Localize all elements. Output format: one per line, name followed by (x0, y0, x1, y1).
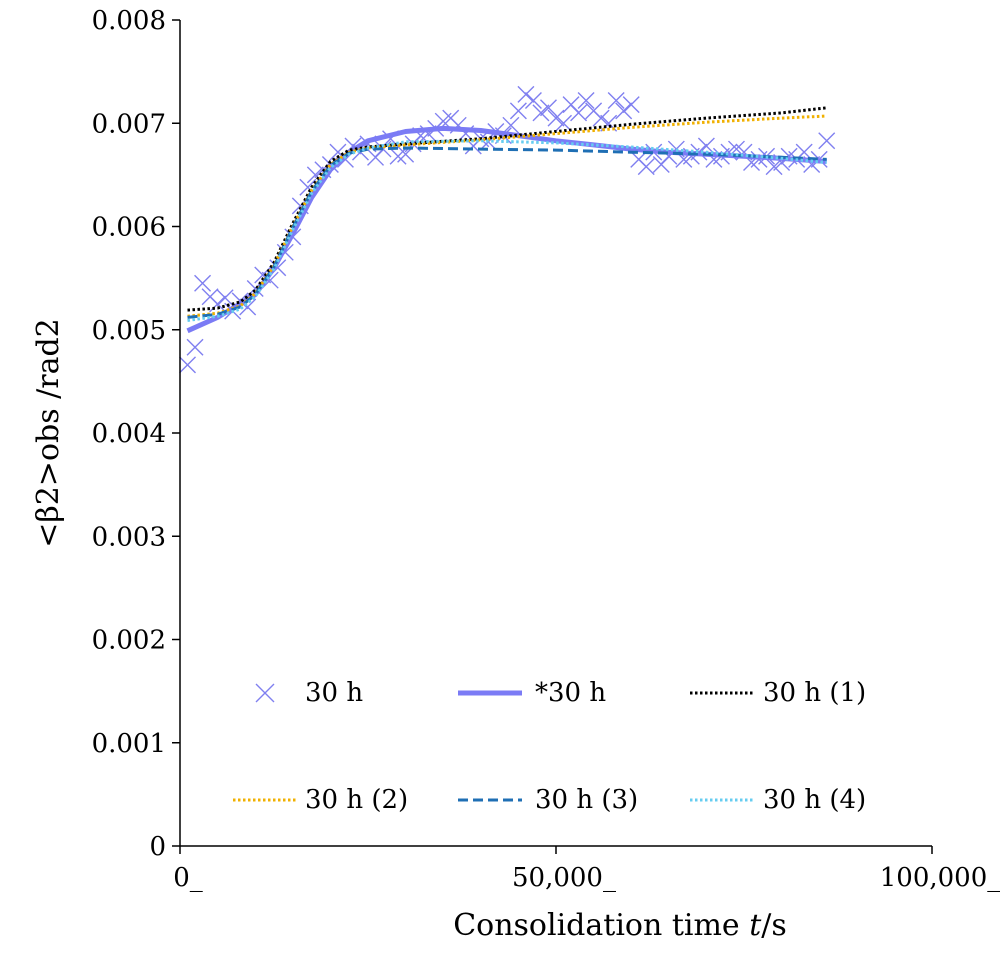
data-point (570, 104, 588, 122)
y-tick-label: 0.007 (92, 109, 166, 139)
data-point (389, 147, 407, 165)
axes (179, 20, 932, 847)
data-point (509, 102, 527, 120)
legend-entry: 30 h (3) (458, 785, 638, 815)
y-tick-label: 0.004 (92, 419, 166, 449)
legend-entry: 30 h (255, 678, 363, 708)
legend: 30 h *30 h 30 h (1) 30 h (2) 30 h (3) 30 h (4… (233, 678, 866, 815)
data-point (186, 338, 204, 356)
legend-label: 30 h (3) (535, 785, 638, 815)
y-tick-label: 0.008 (92, 6, 166, 36)
data-point (547, 109, 565, 127)
x-tick-label: 50,000_ (512, 863, 616, 893)
data-point (607, 92, 625, 110)
data-point (502, 116, 520, 134)
tick-labels: 0 0.001 0.002 0.003 0.004 0.005 0.006 0.007 0.00… (92, 6, 1000, 893)
data-point (532, 104, 550, 122)
legend-entry: 30 h (4) (690, 785, 866, 815)
y-tick-label: 0 (149, 832, 166, 862)
data-point (179, 356, 197, 374)
x-axis-title: Consolidation time t/s (453, 908, 787, 943)
data-point (209, 295, 227, 313)
data-point (637, 158, 655, 176)
legend-label: 30 h (2) (305, 785, 408, 815)
y-tick-label: 0.006 (92, 213, 166, 243)
plot-area (179, 85, 836, 374)
legend-label: 30 h (305, 678, 363, 708)
y-tick-label: 0.002 (92, 626, 166, 656)
data-point (216, 289, 234, 307)
x-axis-title-variable: t (749, 908, 762, 943)
legend-label: 30 h (1) (763, 678, 866, 708)
data-point (555, 114, 573, 132)
series-line (186, 125, 827, 334)
scatter-series (179, 85, 836, 374)
data-point (818, 132, 836, 150)
data-point (517, 85, 535, 103)
legend-entry: 30 h (1) (690, 678, 866, 708)
series-line (187, 114, 827, 318)
y-tick-label: 0.001 (92, 729, 166, 759)
x-axis-title-suffix: /s (761, 908, 787, 943)
data-point (524, 92, 542, 110)
series-line (187, 106, 827, 312)
legend-label: 30 h (4) (763, 785, 866, 815)
legend-entry: 30 h (2) (233, 785, 408, 815)
series-line (187, 146, 827, 319)
data-point (615, 102, 633, 120)
data-point (539, 99, 557, 117)
legend-entry: *30 h (458, 678, 606, 708)
legend-label: *30 h (535, 678, 606, 708)
legend-swatch (255, 683, 275, 703)
data-point (592, 109, 610, 127)
data-point (194, 274, 212, 292)
series-line (187, 139, 827, 322)
data-point (577, 92, 595, 110)
data-point (622, 96, 640, 114)
x-axis-title-prefix: Consolidation time (453, 908, 749, 943)
x-tick-label: 100,000_ (880, 863, 1000, 893)
y-tick-label: 0.003 (92, 522, 166, 552)
y-axis-title: <β2>obs /rad2 (31, 318, 66, 548)
x-tick-label: 0_ (173, 863, 203, 893)
y-tick-label: 0.005 (92, 316, 166, 346)
